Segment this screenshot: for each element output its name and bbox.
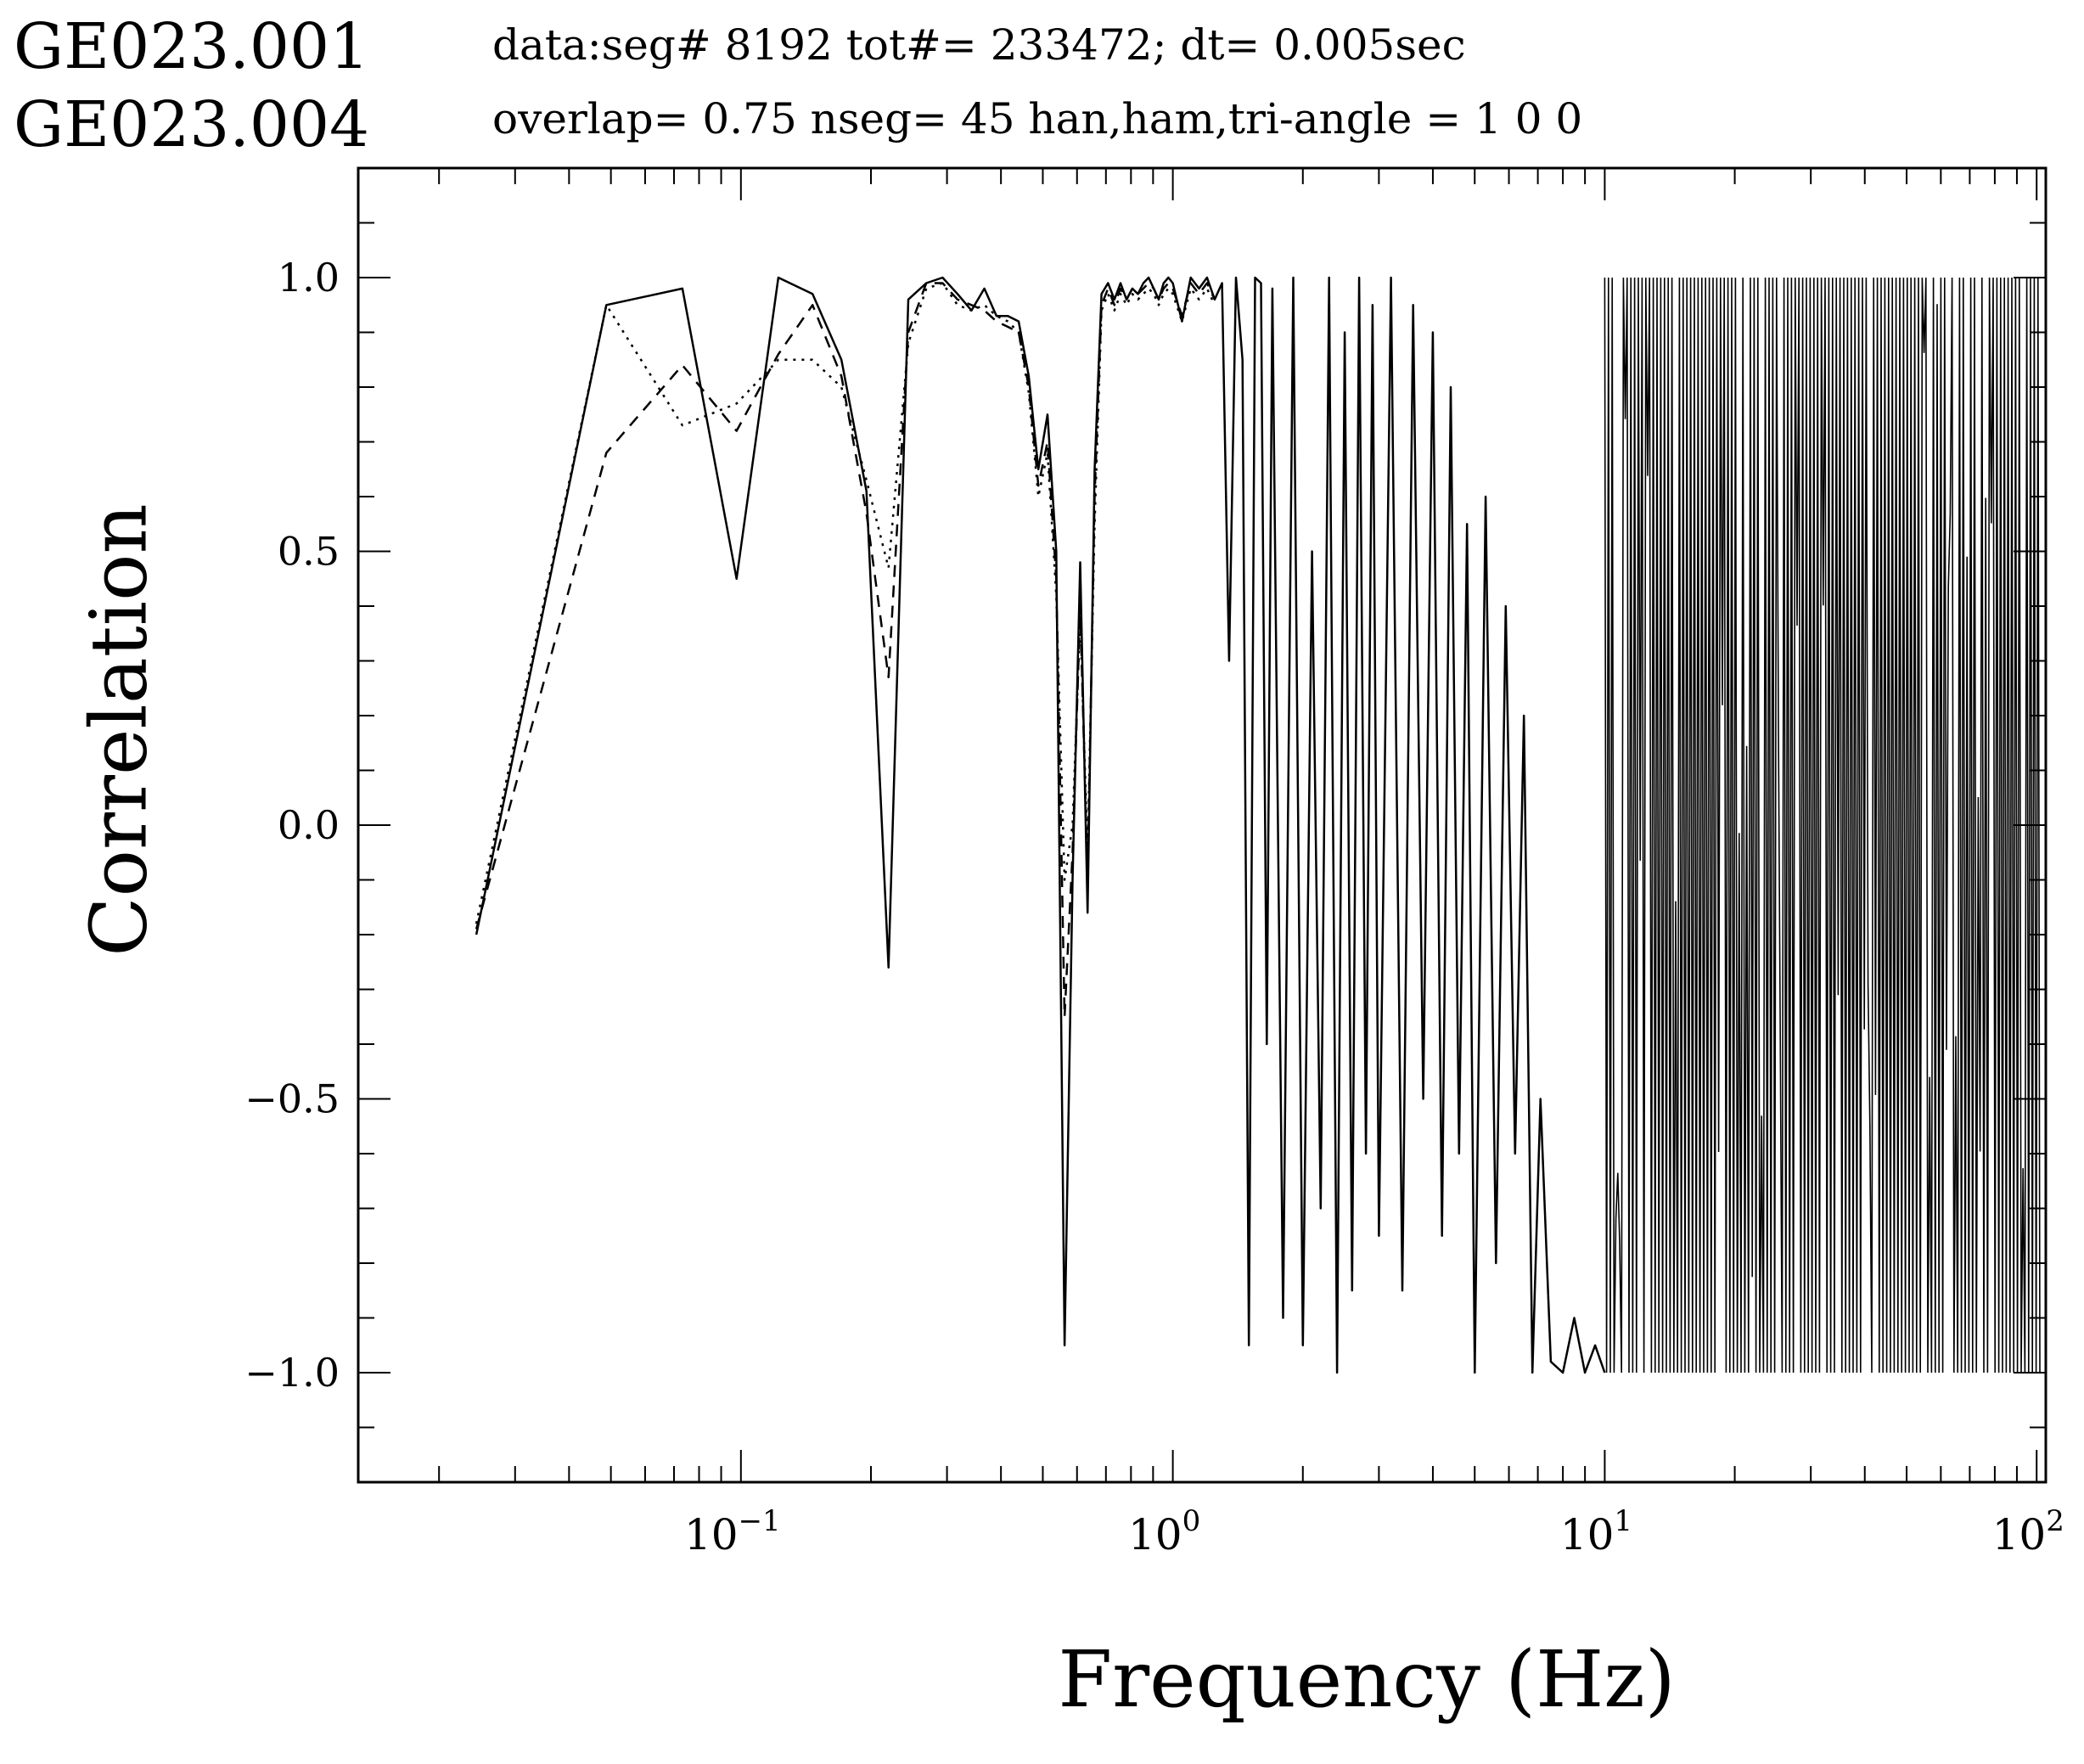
x-tick-label: 100 (1128, 1504, 1200, 1559)
high-frequency-oscillation (1604, 277, 2041, 1374)
y-tick-label: 0.5 (278, 529, 340, 575)
tick-labels: 1.0 0.5 0.0 −0.5 −1.0 10−1 100 101 102 (244, 255, 2064, 1559)
series-line-solid (475, 276, 1606, 1374)
processing-info-line-2: overlap= 0.75 nseg= 45 han,ham,tri-angle… (492, 94, 1583, 143)
y-axis-label: Correlation (73, 503, 165, 957)
y-tick-label: 0.0 (278, 802, 340, 848)
processing-info-line-1: data:seg# 8192 tot#= 233472; dt= 0.005se… (492, 20, 1466, 70)
x-tick-label: 10−1 (684, 1504, 781, 1559)
x-tick-label: 101 (1560, 1504, 1632, 1559)
x-axis-label: Frequency (Hz) (1058, 1634, 1676, 1725)
y-tick-label: −0.5 (244, 1076, 340, 1122)
station-label-1: GE023.001 (14, 10, 370, 83)
y-tick-label: −1.0 (244, 1350, 340, 1396)
series-group (475, 276, 2041, 1374)
y-tick-label: 1.0 (278, 255, 340, 301)
station-label-2: GE023.004 (14, 88, 370, 161)
x-tick-label: 102 (1992, 1504, 2064, 1559)
series-line-dashed (475, 282, 1216, 1019)
